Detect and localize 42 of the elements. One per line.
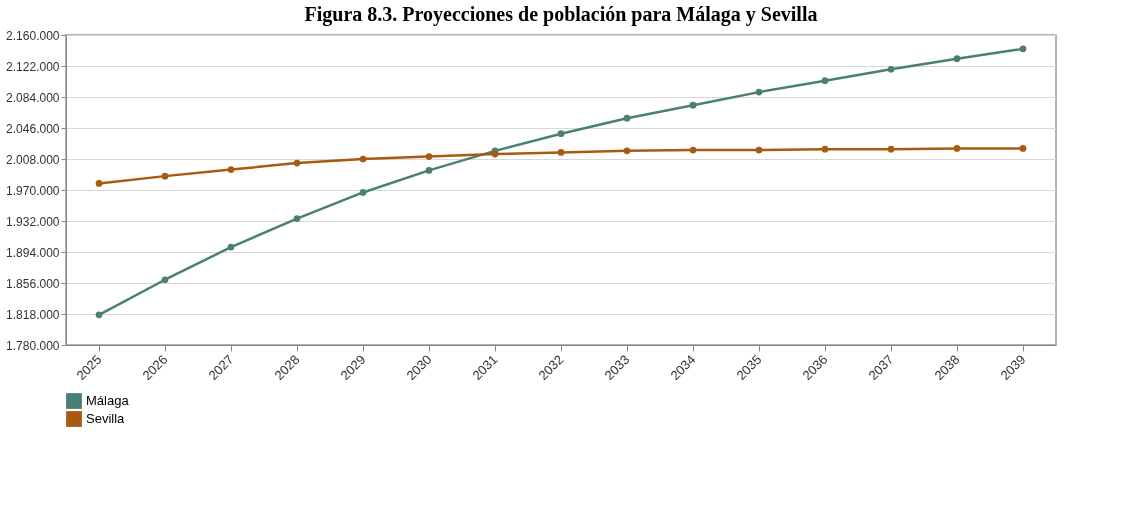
point bbox=[821, 77, 829, 85]
y-tick-label: 2.160.000 bbox=[6, 28, 60, 43]
point bbox=[689, 146, 697, 154]
point bbox=[1019, 145, 1027, 152]
point bbox=[425, 167, 433, 174]
point bbox=[425, 153, 433, 160]
legend-label: Sevilla bbox=[86, 411, 126, 426]
point bbox=[623, 147, 631, 155]
point bbox=[293, 159, 301, 167]
y-tick-label: 1.970.000 bbox=[6, 183, 60, 198]
point bbox=[755, 88, 763, 96]
point bbox=[689, 101, 697, 109]
point bbox=[953, 55, 961, 63]
point bbox=[755, 146, 763, 154]
point bbox=[557, 149, 565, 156]
y-tick-label: 1.856.000 bbox=[6, 276, 60, 291]
point bbox=[887, 65, 895, 73]
point bbox=[557, 130, 565, 138]
point bbox=[359, 189, 367, 196]
point bbox=[227, 166, 235, 173]
y-tick-label: 2.122.000 bbox=[6, 59, 60, 74]
point bbox=[227, 243, 235, 251]
point bbox=[1019, 45, 1027, 53]
y-tick-label: 1.932.000 bbox=[6, 214, 60, 229]
point bbox=[953, 145, 961, 152]
y-tick-label: 1.818.000 bbox=[6, 307, 60, 322]
point bbox=[623, 114, 631, 122]
y-tick-label: 2.084.000 bbox=[6, 90, 60, 105]
legend-label: Málaga bbox=[86, 393, 130, 408]
point bbox=[359, 155, 367, 163]
point bbox=[95, 311, 103, 319]
point bbox=[161, 276, 169, 284]
point bbox=[293, 215, 301, 222]
chart-title: Figura 8.3. Proyecciones de población para Málaga y Sevilla bbox=[304, 3, 818, 26]
y-tick-label: 1.894.000 bbox=[6, 245, 60, 260]
point bbox=[887, 145, 895, 153]
y-tick-label: 1.780.000 bbox=[6, 338, 60, 353]
point bbox=[821, 145, 829, 153]
point bbox=[161, 172, 169, 180]
y-tick-label: 2.008.000 bbox=[6, 152, 60, 167]
y-tick-label: 2.046.000 bbox=[6, 121, 60, 136]
point bbox=[95, 180, 103, 187]
